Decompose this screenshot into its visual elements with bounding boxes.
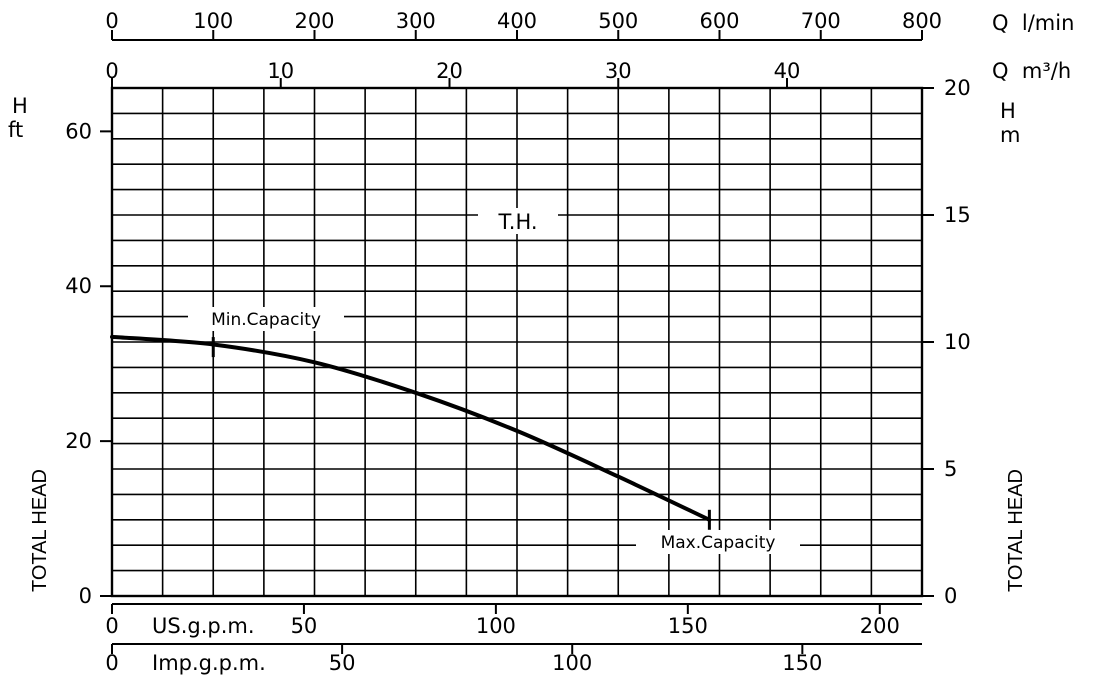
- bottom-axis-impgpm: 0 50 100 150: [105, 644, 822, 675]
- top-axis-lmin-tick-label: 0: [105, 9, 118, 33]
- bottom-axis-usgpm-tick-label: 100: [476, 614, 516, 638]
- right-axis-tick-label: 0: [944, 584, 957, 608]
- bottom-axis-usgpm-unit: US.g.p.m.: [152, 614, 255, 638]
- max-capacity-label: Max.Capacity: [661, 533, 776, 553]
- bottom-axis-usgpm-tick-label: 150: [668, 614, 708, 638]
- top-axis-lmin-tick-label: 100: [193, 9, 233, 33]
- max-capacity-label-bg: [636, 530, 800, 554]
- right-axis-tick-label: 10: [944, 330, 971, 354]
- top-axis-m3h-tick-label: 0: [105, 59, 118, 83]
- left-axis-ft: 0 20 40 60: [65, 119, 112, 608]
- top-axis-lmin: 0 100 200 300 400 500 600 700 800: [105, 9, 942, 40]
- right-axis-title: TOTAL HEAD: [1005, 469, 1027, 592]
- top-axis-lmin-tick-label: 800: [902, 9, 942, 33]
- left-axis-title: TOTAL HEAD: [29, 469, 51, 592]
- bottom-axis-impgpm-tick-label: 0: [105, 651, 118, 675]
- left-axis-tick-label: 60: [65, 119, 92, 143]
- right-axis-unit-bottom: m: [1000, 123, 1020, 147]
- top-axis-m3h-tick-label: 40: [774, 59, 801, 83]
- bottom-axis-impgpm-tick-label: 50: [329, 651, 356, 675]
- right-axis-m: 0 5 10 15 20: [922, 76, 971, 608]
- min-capacity-label: Min.Capacity: [211, 310, 321, 330]
- grid: [111, 87, 923, 597]
- top-axis-lmin-tick-label: 300: [396, 9, 436, 33]
- top-axis-m3h-tick-label: 10: [267, 59, 294, 83]
- right-axis-unit-top: H: [1000, 99, 1016, 123]
- total-head-curve: [110, 334, 712, 522]
- curve-label-bg: [478, 208, 558, 234]
- curve-layer: [110, 334, 712, 530]
- left-axis-unit-bottom: ft: [8, 118, 23, 142]
- top-axis-m3h: 0 10 20 30 40: [105, 59, 800, 88]
- top-axis-m3h-tick-label: 20: [436, 59, 463, 83]
- top-axis-lmin-unit: Q l/min: [992, 11, 1074, 35]
- bottom-axis-usgpm: 0 50 100 150 200: [105, 604, 900, 638]
- left-axis-tick-label: 20: [65, 429, 92, 453]
- bottom-axis-impgpm-tick-label: 100: [552, 651, 592, 675]
- bottom-axis-usgpm-tick-label: 200: [860, 614, 900, 638]
- right-axis-tick-label: 5: [944, 457, 957, 481]
- top-axis-lmin-tick-label: 200: [294, 9, 334, 33]
- bottom-axis-usgpm-tick-label: 0: [105, 614, 118, 638]
- top-axis-lmin-tick-label: 700: [801, 9, 841, 33]
- top-axis-m3h-unit: Q m³/h: [992, 59, 1071, 83]
- top-axis-lmin-tick-label: 400: [497, 9, 537, 33]
- top-axis-lmin-tick-label: 500: [598, 9, 638, 33]
- top-axis-m3h-tick-label: 30: [605, 59, 632, 83]
- min-capacity-label-bg: [188, 307, 344, 331]
- left-axis-unit-top: H: [12, 94, 28, 118]
- bottom-axis-usgpm-tick-label: 50: [291, 614, 318, 638]
- bottom-axis-impgpm-unit: Imp.g.p.m.: [152, 651, 266, 675]
- curve-label: T.H.: [497, 210, 537, 234]
- bottom-axis-impgpm-tick-label: 150: [782, 651, 822, 675]
- right-axis-tick-label: 20: [944, 76, 971, 100]
- top-axis-lmin-tick-label: 600: [699, 9, 739, 33]
- left-axis-tick-label: 40: [65, 274, 92, 298]
- left-axis-tick-label: 0: [79, 584, 92, 608]
- right-axis-tick-label: 15: [944, 203, 971, 227]
